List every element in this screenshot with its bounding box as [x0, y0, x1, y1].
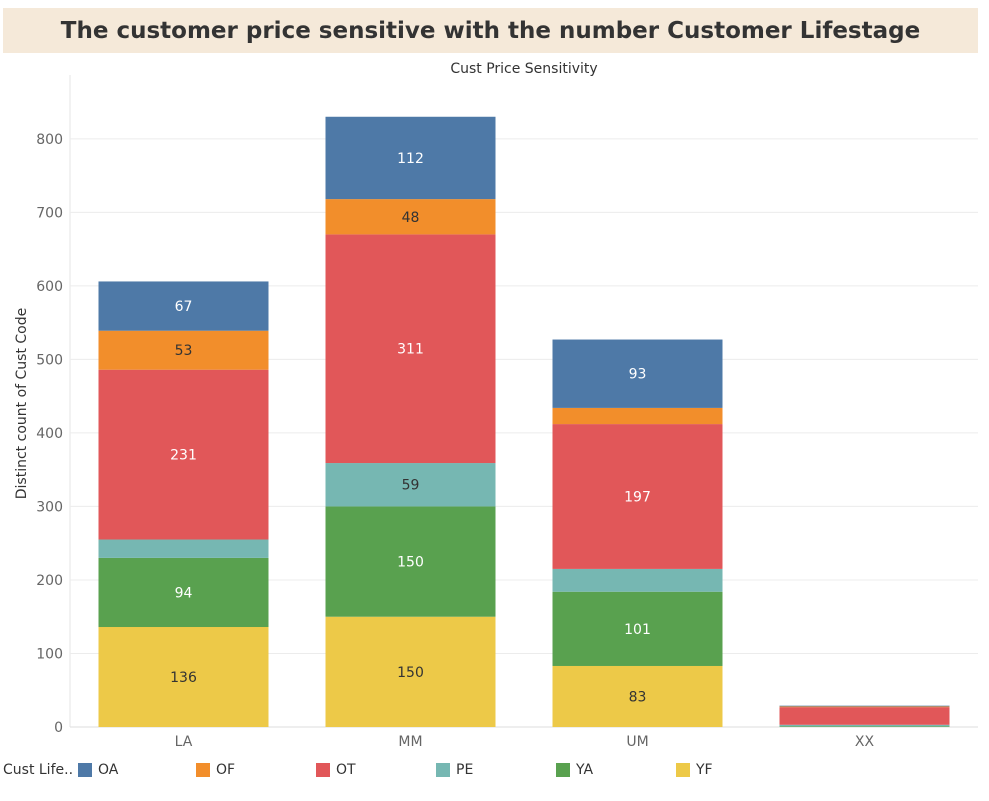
data-label-la-of: 53 — [175, 343, 193, 359]
y-tick-label: 0 — [54, 720, 63, 736]
data-label-la-ot: 231 — [170, 448, 197, 464]
data-label-um-ya: 101 — [624, 622, 651, 638]
legend-swatch-ya — [556, 763, 570, 777]
legend-label-ot: OT — [336, 762, 356, 778]
y-tick-label: 200 — [36, 573, 63, 589]
legend: Cust Life.. OA OF OT PE YA YF — [0, 760, 989, 782]
data-label-mm-ya: 150 — [397, 555, 424, 571]
legend-label-of: OF — [216, 762, 236, 778]
data-label-la-oa: 67 — [175, 299, 193, 315]
bar-segment-um-oa — [552, 339, 723, 408]
bar-segment-la-oa — [98, 281, 269, 331]
bar-segment-um-pe — [552, 568, 723, 592]
data-label-la-yf: 136 — [170, 670, 197, 686]
y-tick-label: 500 — [36, 352, 63, 368]
bar-segment-la-pe — [98, 539, 269, 558]
legend-label-yf: YF — [696, 762, 713, 778]
legend-title: Cust Life.. — [3, 762, 74, 778]
chart-title: The customer price sensitive with the nu… — [60, 17, 921, 44]
bar-segment-la-ya — [98, 557, 269, 628]
bar-segment-la-ot — [98, 369, 269, 540]
bar-segment-xx-of — [779, 706, 950, 708]
bar-segment-mm-pe — [325, 463, 496, 507]
y-tick-label: 400 — [36, 426, 63, 442]
bar-segment-la-yf — [98, 627, 269, 727]
data-label-um-ot: 197 — [624, 490, 651, 506]
top-axis-label: Cust Price Sensitivity — [450, 61, 597, 77]
y-tick-label: 300 — [36, 499, 63, 515]
legend-item-of[interactable]: OF — [196, 760, 235, 780]
chart-title-bar: The customer price sensitive with the nu… — [3, 8, 978, 53]
data-label-mm-pe: 59 — [402, 478, 420, 494]
legend-swatch-ot — [316, 763, 330, 777]
bar-segment-mm-oa — [325, 116, 496, 200]
data-label-um-oa: 93 — [629, 367, 647, 383]
legend-item-pe[interactable]: PE — [436, 760, 473, 780]
legend-item-ot[interactable]: OT — [316, 760, 356, 780]
bar-segment-mm-of — [325, 199, 496, 235]
data-label-mm-oa: 112 — [397, 151, 424, 167]
bar-segment-la-of — [98, 330, 269, 370]
y-tick-label: 600 — [36, 279, 63, 295]
bar-segment-um-ya — [552, 591, 723, 666]
legend-item-yf[interactable]: YF — [676, 760, 713, 780]
bar-segment-um-ot — [552, 424, 723, 569]
x-tick-label-xx: XX — [855, 734, 875, 750]
y-tick-label: 100 — [36, 646, 63, 662]
legend-item-ya[interactable]: YA — [556, 760, 593, 780]
legend-label-ya: YA — [576, 762, 594, 778]
data-label-la-ya: 94 — [175, 585, 193, 601]
y-axis-label: Distinct count of Cust Code — [14, 308, 30, 499]
bar-segment-xx-oa — [779, 705, 950, 707]
legend-label-oa: OA — [98, 762, 119, 778]
data-label-mm-yf: 150 — [397, 665, 424, 681]
bar-segment-xx-ya — [779, 726, 950, 727]
bar-segment-mm-ya — [325, 506, 496, 617]
bar-segment-um-yf — [552, 665, 723, 727]
bar-segment-mm-ot — [325, 234, 496, 464]
y-tick-label: 700 — [36, 205, 63, 221]
legend-swatch-oa — [78, 763, 92, 777]
data-label-mm-of: 48 — [402, 210, 420, 226]
bar-segment-xx-pe — [779, 724, 950, 727]
data-label-mm-ot: 311 — [397, 342, 424, 358]
legend-label-pe: PE — [456, 762, 474, 778]
stacked-bar-chart: Cust Price Sensitivity 0 100 200 300 400 500 60… — [14, 61, 978, 750]
bar-segment-xx-ot — [779, 707, 950, 725]
x-tick-label-mm: MM — [398, 734, 422, 750]
bar-segment-mm-yf — [325, 616, 496, 727]
legend-swatch-pe — [436, 763, 450, 777]
legend-item-oa[interactable]: OA — [78, 760, 118, 780]
x-tick-label-la: LA — [175, 734, 193, 750]
legend-swatch-of — [196, 763, 210, 777]
data-label-um-yf: 83 — [629, 689, 647, 705]
bar-segment-um-of — [552, 407, 723, 425]
x-tick-label-um: UM — [626, 734, 648, 750]
legend-swatch-yf — [676, 763, 690, 777]
y-tick-label: 800 — [36, 132, 63, 148]
